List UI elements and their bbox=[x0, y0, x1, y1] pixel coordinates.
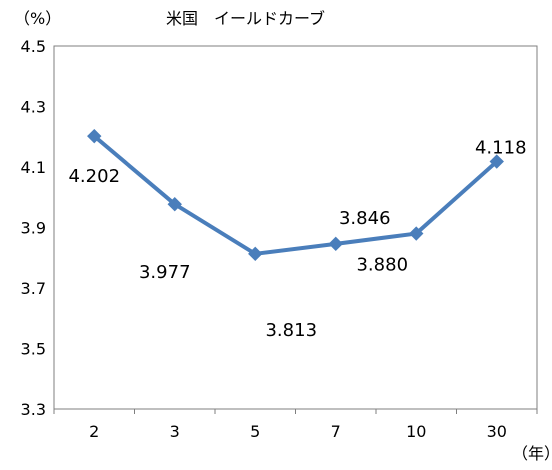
x-tick-label: 3 bbox=[170, 422, 180, 441]
data-point-marker bbox=[328, 236, 343, 252]
y-tick-label: 3.9 bbox=[21, 219, 46, 238]
x-tick-label: 5 bbox=[250, 422, 260, 441]
plot-area-border bbox=[53, 45, 538, 410]
data-label: 4.118 bbox=[475, 138, 527, 159]
y-tick-label: 4.1 bbox=[21, 158, 46, 177]
y-tick-label: 3.5 bbox=[21, 340, 46, 359]
x-tick-label: 2 bbox=[89, 422, 99, 441]
y-axis-ticks: 4.5 4.3 4.1 3.9 3.7 3.5 3.3 bbox=[21, 37, 46, 419]
y-axis-unit: （%） bbox=[14, 9, 61, 28]
y-tick-label: 4.5 bbox=[21, 37, 46, 56]
series-line bbox=[92, 134, 499, 256]
data-label: 3.977 bbox=[139, 262, 191, 283]
data-label: 3.813 bbox=[265, 320, 317, 341]
data-point-marker bbox=[167, 197, 182, 212]
data-point-marker bbox=[87, 128, 102, 144]
series-group bbox=[87, 128, 504, 262]
data-labels-group: 4.202 3.977 3.813 3.846 3.880 4.118 bbox=[68, 138, 526, 341]
x-tick-label: 30 bbox=[487, 422, 507, 441]
y-tick-label: 3.7 bbox=[21, 279, 46, 298]
data-label: 3.846 bbox=[339, 208, 391, 229]
data-point-marker bbox=[409, 226, 424, 241]
x-tick-label: 10 bbox=[406, 422, 426, 441]
y-tick-label: 4.3 bbox=[21, 98, 46, 117]
x-axis-ticks: 2 3 5 7 10 30 bbox=[53, 409, 538, 441]
data-label: 3.880 bbox=[356, 255, 408, 276]
chart-title: 米国 イールドカーブ bbox=[166, 9, 325, 28]
y-tick-label: 3.3 bbox=[21, 400, 46, 419]
data-point-marker bbox=[489, 154, 504, 169]
data-point-marker bbox=[248, 246, 263, 262]
x-axis-unit: （年） bbox=[512, 444, 552, 463]
data-label: 4.202 bbox=[68, 166, 120, 187]
x-tick-label: 7 bbox=[331, 422, 341, 441]
